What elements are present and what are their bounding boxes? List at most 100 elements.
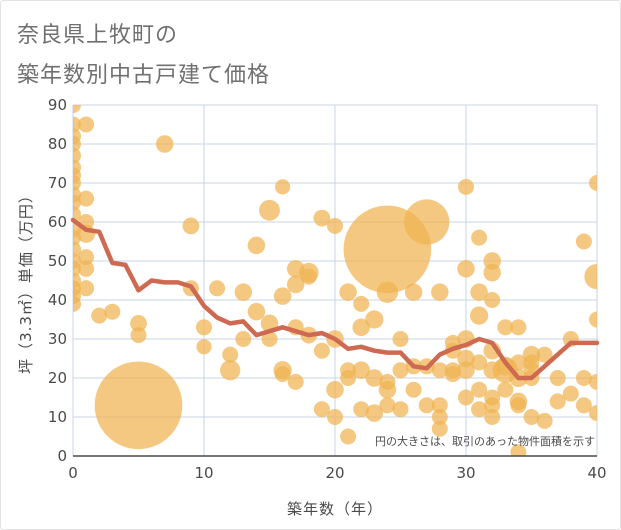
data-bubble (247, 302, 266, 321)
data-bubble (353, 295, 370, 312)
chart-title-line1: 奈良県上牧町の (17, 23, 179, 48)
data-bubble (510, 354, 527, 371)
y-tick-label: 10 (48, 408, 67, 426)
y-axis-label: 坪（3.3㎡）単価（万円） (17, 187, 35, 374)
data-bubble (458, 178, 474, 195)
x-tick-label: 10 (194, 464, 213, 482)
data-bubble (484, 409, 501, 425)
data-bubble (94, 361, 183, 450)
data-bubble (365, 369, 384, 387)
data-bubble (73, 105, 81, 113)
data-bubble (376, 281, 399, 303)
data-bubble (78, 249, 95, 266)
x-axis-label: 築年数（年） (287, 500, 383, 518)
data-bubble (562, 385, 579, 402)
data-bubble (182, 217, 200, 235)
data-bubble (431, 397, 448, 414)
data-bubble (431, 283, 449, 301)
data-bubble (340, 370, 357, 386)
data-bubble (418, 397, 435, 414)
data-bubble (575, 397, 592, 414)
data-bubble (327, 409, 343, 425)
data-bubble (549, 393, 566, 410)
x-tick-labels: 0 10 20 30 40 (68, 464, 606, 482)
data-bubble (484, 397, 501, 414)
data-bubble (78, 190, 95, 207)
x-tick-label: 20 (325, 464, 344, 482)
data-bubble (259, 199, 280, 221)
data-bubble (405, 381, 422, 398)
data-bubble (73, 206, 81, 223)
chart-title-line2: 築年数別中古戸建て価格 (17, 63, 271, 88)
y-tick-label: 20 (48, 369, 67, 387)
data-bubble (575, 370, 592, 386)
data-bubble (589, 175, 597, 191)
data-bubble (130, 327, 147, 344)
data-bubble (584, 263, 597, 290)
data-bubble (73, 295, 81, 312)
data-bubble (352, 361, 370, 379)
y-tick-label: 70 (48, 174, 67, 192)
data-bubble (209, 280, 226, 297)
data-bubble (471, 381, 488, 398)
data-bubble (510, 444, 527, 456)
data-bubble (471, 354, 488, 371)
trend-line (70, 217, 600, 381)
data-bubble (378, 380, 397, 399)
data-bubble (222, 346, 239, 363)
data-bubble (536, 412, 553, 429)
y-tick-labels: 0 10 20 30 40 50 60 70 80 90 (48, 96, 67, 465)
x-tick-label: 30 (456, 464, 475, 482)
data-bubble (471, 401, 488, 418)
data-bubble (91, 307, 108, 324)
y-tick-label: 90 (48, 96, 67, 114)
data-bubble (104, 303, 121, 320)
data-bubble (353, 401, 370, 418)
data-bubble (431, 420, 448, 437)
y-tick-label: 60 (48, 213, 67, 231)
data-bubble (196, 339, 212, 355)
y-tick-label: 80 (48, 135, 67, 153)
data-bubble (589, 405, 597, 422)
data-bubble (457, 260, 475, 278)
data-bubble (275, 179, 291, 195)
data-bubble (484, 292, 501, 308)
data-bubble (365, 404, 384, 422)
data-bubble (444, 366, 461, 383)
data-bubble (286, 275, 305, 294)
data-bubble (589, 311, 597, 328)
data-bubble (483, 263, 501, 282)
data-bubble (536, 346, 553, 363)
data-bubble (234, 283, 253, 301)
data-bubble (340, 428, 357, 445)
data-bubble (247, 236, 266, 255)
data-bubble (313, 209, 331, 227)
data-bubble (261, 331, 278, 347)
data-bubble (457, 361, 475, 379)
data-bubble (471, 229, 488, 246)
data-bubble (273, 287, 292, 305)
data-bubble (497, 381, 514, 398)
data-bubble (510, 319, 527, 336)
data-bubble (431, 362, 448, 379)
bubble-layer (73, 105, 597, 456)
data-bubble (392, 331, 409, 347)
data-bubble (469, 306, 489, 325)
data-bubble (392, 401, 409, 418)
data-bubble (352, 318, 370, 337)
data-bubble (510, 397, 527, 414)
data-bubble (326, 380, 344, 399)
data-bubble (404, 283, 423, 301)
data-bubble (274, 366, 291, 383)
data-bubble (130, 315, 147, 332)
data-bubble (78, 260, 95, 277)
data-bubble (470, 283, 488, 301)
data-bubble (549, 370, 566, 386)
data-bubble (287, 373, 304, 390)
data-bubble (365, 310, 384, 329)
data-bubble (497, 319, 514, 336)
data-bubble (196, 319, 212, 336)
data-bubble (300, 268, 317, 285)
